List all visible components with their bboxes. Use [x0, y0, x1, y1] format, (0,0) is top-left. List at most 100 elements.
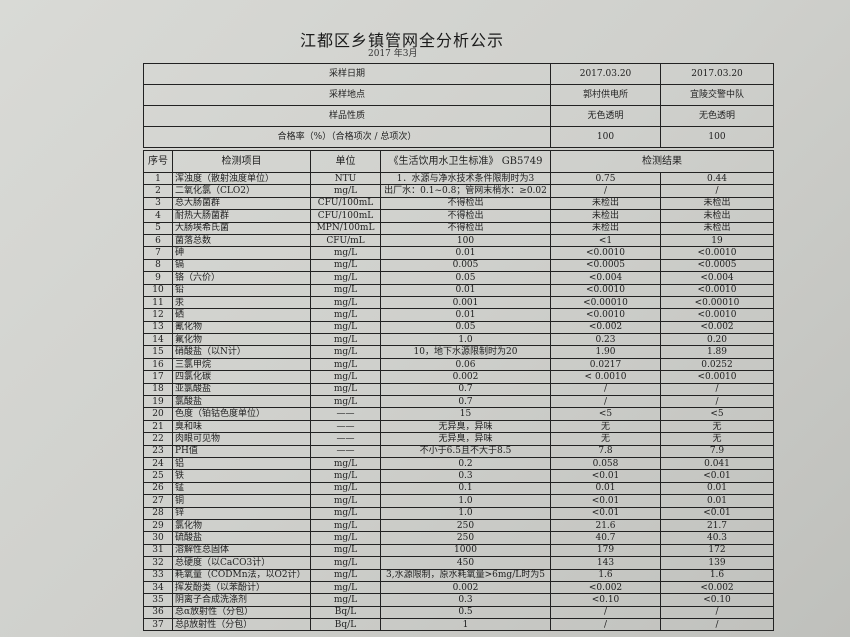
- result-site2: 无: [660, 432, 774, 446]
- row-number: 7: [143, 246, 173, 260]
- table-row: 37 总β放射性（分包） Bq/L 1//: [143, 618, 774, 632]
- result-site1: < 0.0010: [550, 370, 661, 384]
- summary-value-site2: 100: [660, 126, 774, 148]
- summary-value-site2: 无色透明: [660, 105, 774, 127]
- test-item: 总硬度（以CaCO3计）: [172, 556, 311, 570]
- row-number: 34: [143, 580, 173, 595]
- result-site2: 7.9: [660, 444, 774, 459]
- standard-limit: 0.7: [380, 395, 551, 409]
- row-number: 12: [143, 308, 173, 322]
- row-number: 6: [143, 233, 173, 248]
- table-row: 30 硫酸盐 mg/L 250 40.7 40.3: [143, 531, 774, 545]
- unit: mg/L: [310, 246, 381, 260]
- table-row: 3 总大肠菌群 CFU/100mL 不得检出 未检出 未检出: [143, 196, 774, 211]
- standard-limit: 0.3: [380, 469, 551, 483]
- test-item: 亚氯酸盐: [172, 382, 311, 397]
- table-row: 32 总硬度（以CaCO3计） mg/L 450 143 139: [143, 556, 774, 570]
- result-site1: 0.01: [550, 481, 661, 496]
- page-title: 江都区乡镇管网全分析公示: [300, 31, 505, 50]
- test-item: 氯化物: [172, 518, 311, 533]
- unit: mg/L: [310, 295, 381, 310]
- result-site1: <5: [550, 407, 661, 421]
- test-item: 耐热大肠菌群: [172, 209, 311, 223]
- result-site2: 未检出: [660, 209, 774, 223]
- result-site1: 0.0217: [550, 357, 661, 372]
- unit: mg/L: [310, 345, 381, 359]
- test-item: 耗氧量（CODMn法，以O2计）: [172, 568, 311, 582]
- result-site2: 19: [660, 233, 774, 248]
- standard-limit: 0.06: [380, 357, 551, 372]
- unit: Bq/L: [310, 618, 381, 632]
- row-number: 22: [143, 432, 173, 446]
- test-item: 挥发酚类（以苯酚计）: [172, 580, 311, 595]
- standard-limit: 0.002: [380, 370, 551, 384]
- standard-limit: 0.7: [380, 382, 551, 397]
- row-number: 33: [143, 568, 173, 582]
- test-item: 二氧化氯（CLO2）: [172, 184, 311, 198]
- table-row: 12 硒 mg/L 0.01 <0.0010 <0.0010: [143, 308, 774, 322]
- standard-limit: 10，地下水源限制时为20: [380, 345, 551, 359]
- summary-value-site2: 2017.03.20: [660, 63, 774, 85]
- standard-limit: 不小于6.5且不大于8.5: [380, 444, 551, 459]
- result-site1: 7.8: [550, 444, 661, 459]
- result-site2: /: [660, 382, 774, 397]
- result-site1: 未检出: [550, 221, 661, 235]
- test-item: 氰化物: [172, 320, 311, 335]
- test-item: 锌: [172, 506, 311, 520]
- test-item: PH值: [172, 444, 311, 459]
- test-item: 砷: [172, 246, 311, 260]
- standard-limit: 无异臭，异味: [380, 419, 551, 434]
- test-item: 臭和味: [172, 419, 311, 434]
- row-number: 11: [143, 295, 173, 310]
- summary-row: 合格率（%）（合格项次 / 总项次） 100 100: [143, 126, 774, 148]
- table-row: 33 耗氧量（CODMn法，以O2计） mg/L 3,水源限制，原水耗氧量>6mg/L…: [143, 568, 774, 582]
- result-site2: <0.0005: [660, 258, 774, 273]
- unit: mg/L: [310, 320, 381, 335]
- result-site1: /: [550, 395, 661, 409]
- result-site1: <0.0010: [550, 308, 661, 322]
- summary-row: 样品性质 无色透明 无色透明: [143, 105, 774, 127]
- standard-limit: 0.002: [380, 580, 551, 595]
- table-row: 27 铜 mg/L 1.0 <0.01 0.01: [143, 494, 774, 508]
- table-row: 15 硝酸盐（以N计） mg/L 10，地下水源限制时为20 1.90 1.89: [143, 345, 774, 359]
- result-site1: 143: [550, 556, 661, 570]
- result-site2: 172: [660, 543, 774, 558]
- test-item: 大肠埃希氏菌: [172, 221, 311, 235]
- table-row: 28 锌 mg/L 1.0 <0.01 <0.01: [143, 506, 774, 520]
- result-site1: <0.004: [550, 271, 661, 285]
- row-number: 24: [143, 456, 173, 471]
- test-item: 铬（六价）: [172, 271, 311, 285]
- unit: ——: [310, 419, 381, 434]
- standard-limit: 0.01: [380, 308, 551, 322]
- result-site2: 40.3: [660, 531, 774, 545]
- test-item: 四氯化碳: [172, 370, 311, 384]
- unit: CFU/100mL: [310, 196, 381, 211]
- standard-limit: 出厂水：0.1~0.8；管网末梢水：≥0.02: [380, 184, 551, 198]
- row-number: 15: [143, 345, 173, 359]
- unit: mg/L: [310, 469, 381, 483]
- result-site1: 1.6: [550, 568, 661, 582]
- unit: mg/L: [310, 593, 381, 607]
- result-site2: <0.0010: [660, 246, 774, 260]
- row-number: 21: [143, 419, 173, 434]
- unit: mg/L: [310, 531, 381, 545]
- test-item: 总大肠菌群: [172, 196, 311, 211]
- unit: ——: [310, 407, 381, 421]
- table-row: 4 耐热大肠菌群 CFU/100mL 不得检出 未检出 未检出: [143, 209, 774, 223]
- unit: mg/L: [310, 258, 381, 273]
- table-row: 18 亚氯酸盐 mg/L 0.7//: [143, 382, 774, 397]
- row-number: 9: [143, 271, 173, 285]
- result-site1: /: [550, 605, 661, 620]
- row-number: 14: [143, 333, 173, 347]
- table-row: 24 铝 mg/L 0.2 0.058 0.041: [143, 456, 774, 471]
- summary-label: 样品性质: [143, 105, 551, 127]
- test-item: 铁: [172, 469, 311, 483]
- row-number: 37: [143, 618, 173, 632]
- table-row: 35 阴离子合成洗涤剂 mg/L 0.3 <0.10 <0.10: [143, 593, 774, 607]
- standard-limit: 0.005: [380, 258, 551, 273]
- result-site2: <0.10: [660, 593, 774, 607]
- header-unit: 单位: [310, 150, 381, 173]
- unit: mg/L: [310, 308, 381, 322]
- unit: mg/L: [310, 283, 381, 297]
- table-row: 7 砷 mg/L 0.01 <0.0010 <0.0010: [143, 246, 774, 260]
